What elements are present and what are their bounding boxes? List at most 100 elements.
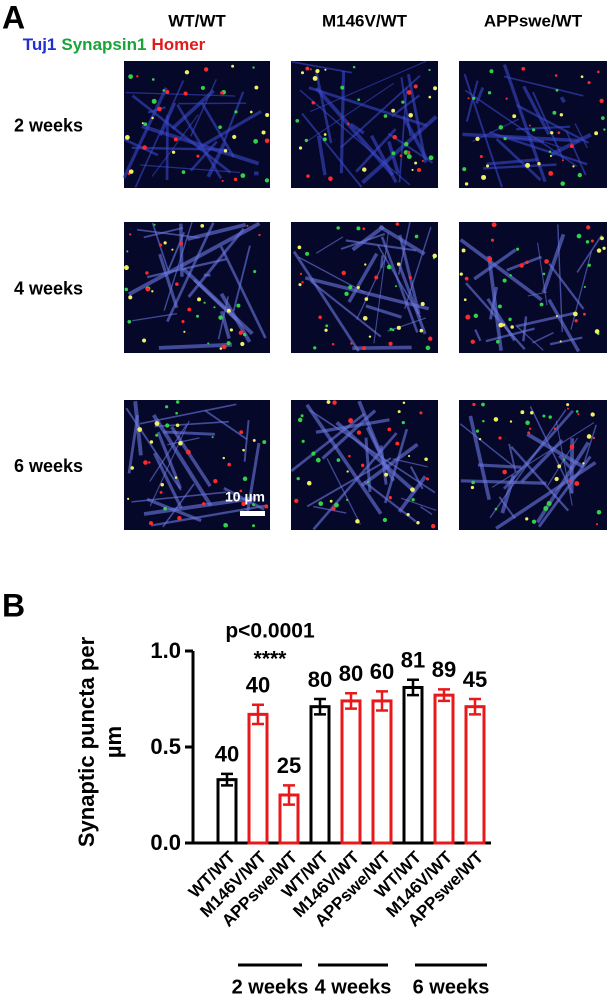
neurite [380, 236, 419, 333]
stain-legend-entry: Synapsin1 [61, 35, 146, 54]
micrograph [291, 60, 438, 188]
neurite [360, 442, 419, 488]
puncta [356, 430, 362, 435]
neurite [520, 439, 564, 484]
puncta [218, 125, 222, 130]
neurite [127, 414, 139, 474]
puncta [252, 66, 255, 69]
neurite [532, 91, 564, 160]
row-label: 4 weeks [14, 278, 83, 298]
puncta [165, 423, 170, 428]
puncta [213, 306, 216, 309]
puncta [461, 248, 466, 253]
puncta [154, 421, 160, 426]
puncta [265, 112, 270, 117]
y-tick-label: 0.5 [150, 734, 181, 759]
puncta [542, 414, 546, 418]
neurite [156, 431, 182, 489]
puncta [224, 523, 228, 528]
neurite [488, 286, 498, 320]
puncta [315, 457, 321, 463]
puncta [223, 149, 228, 153]
neurite [352, 345, 412, 351]
stain-legend: Tuj1 Synapsin1 Homer [23, 35, 206, 54]
puncta [348, 454, 351, 458]
stain-legend-entry: Homer [151, 35, 205, 54]
puncta [124, 287, 129, 292]
annotation: **** [254, 648, 288, 671]
neurite [508, 443, 517, 473]
puncta [124, 135, 130, 140]
puncta [503, 136, 507, 141]
puncta [348, 285, 353, 290]
error-bar [314, 697, 326, 716]
bar [340, 699, 362, 845]
puncta [428, 336, 433, 341]
puncta [175, 282, 179, 286]
puncta [155, 433, 159, 437]
neurite [526, 432, 585, 469]
puncta [300, 71, 305, 75]
puncta [157, 106, 162, 112]
puncta [143, 122, 148, 127]
puncta [262, 440, 267, 445]
puncta [336, 458, 341, 462]
neurite [356, 256, 387, 320]
micrograph [122, 61, 270, 188]
puncta [464, 182, 469, 186]
puncta [574, 481, 580, 487]
error-bar [221, 772, 233, 787]
bar [216, 778, 238, 845]
puncta [234, 110, 238, 114]
neurite [495, 137, 542, 182]
puncta [360, 463, 365, 468]
puncta [587, 81, 591, 85]
puncta [249, 110, 253, 114]
puncta [555, 314, 558, 317]
neurite [147, 106, 166, 114]
neurite [309, 280, 382, 338]
puncta [406, 513, 410, 517]
puncta [391, 328, 395, 332]
error-bar [469, 697, 481, 716]
puncta [525, 162, 531, 168]
neurite [557, 224, 563, 333]
neurite [314, 70, 333, 144]
puncta [163, 506, 168, 511]
puncta [203, 301, 206, 304]
puncta [413, 84, 418, 89]
puncta [142, 145, 147, 150]
micrograph [124, 400, 270, 530]
puncta [402, 401, 406, 405]
neurite [397, 221, 411, 275]
annotation: p<0.0001 [225, 620, 315, 643]
n-label: 81 [401, 648, 425, 673]
puncta [126, 250, 129, 253]
neurite [516, 104, 589, 144]
puncta [561, 159, 564, 162]
neurite [537, 455, 592, 528]
puncta [221, 179, 224, 182]
puncta [200, 85, 206, 91]
puncta [430, 523, 436, 529]
puncta [596, 510, 602, 515]
puncta [362, 227, 366, 231]
puncta [233, 177, 238, 182]
neurite [139, 403, 237, 425]
puncta [487, 91, 492, 95]
puncta [585, 240, 590, 244]
puncta [509, 420, 513, 423]
puncta [374, 275, 379, 280]
puncta [356, 226, 361, 231]
puncta [583, 285, 586, 289]
puncta [559, 340, 562, 343]
neurite [167, 437, 200, 446]
neurite [301, 112, 363, 188]
puncta [165, 405, 169, 409]
puncta [470, 339, 475, 344]
neurite [357, 400, 382, 454]
puncta [159, 243, 163, 247]
puncta [428, 155, 434, 161]
neurite [196, 110, 262, 150]
error-bar [283, 784, 295, 806]
